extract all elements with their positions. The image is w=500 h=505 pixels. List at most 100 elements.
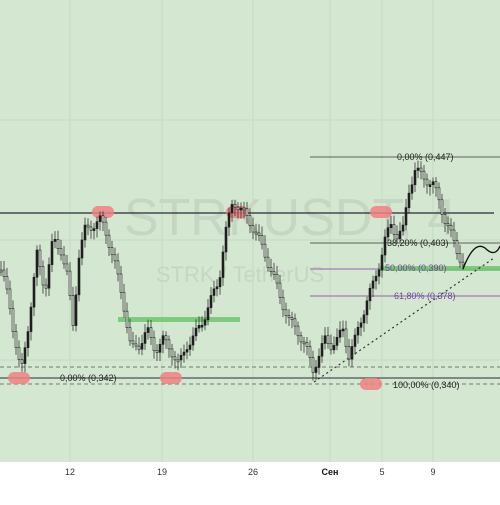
candle-body [278,282,282,298]
candle-body [452,229,456,241]
candle-body [164,335,168,341]
candle-body [398,230,402,240]
candle-body [176,359,180,363]
candle-body [23,347,27,364]
candle-body [203,319,207,326]
candle-body [212,288,216,296]
candle-body [446,223,450,227]
candle-body [305,342,309,347]
candle-body [437,187,441,201]
candle-body [119,273,123,293]
x-axis: 12 19 26 Сен 5 9 [65,467,436,477]
candle-body [2,269,6,277]
candle-body [458,253,462,263]
candle-body [143,332,147,344]
candle-body [134,343,138,347]
candle-body [290,317,294,320]
candle-body [215,286,219,290]
candle-body [302,341,306,345]
candle-body [29,306,33,332]
candle-body [320,343,324,357]
candle-body [182,351,186,356]
x-tick-12: 12 [65,467,75,477]
candle-body [125,310,129,329]
candle-body [440,199,444,215]
candle-body [380,254,384,271]
candle-body [41,266,45,286]
candle-body [293,318,297,327]
candle-body [287,315,291,319]
candle-body [311,357,315,373]
candle-body [401,224,405,232]
candle-body [128,327,132,342]
candle-body [275,274,279,284]
x-tick-19: 19 [157,467,167,477]
candle-body [137,345,141,350]
fib-label-61: 61,80% (0,378) [394,291,456,301]
red-marker-low-2 [160,372,182,384]
candle-body [92,228,96,231]
candle-body [236,206,240,211]
red-marker-low-3 [360,378,382,390]
candle-body [461,261,465,266]
candle-body [230,204,234,214]
candle-body [140,343,144,350]
candle-body [110,247,114,256]
candle-body [239,207,243,211]
candle-body [299,335,303,343]
candle-body [407,192,411,208]
candle-body [350,346,354,360]
watermark-subtitle: STRK / TetherUS [156,262,324,287]
candle-body [47,264,51,289]
candle-body [95,221,99,229]
candle-body [386,227,390,238]
x-tick-26: 26 [248,467,258,477]
x-tick-sep: Сен [322,467,339,477]
candle-body [152,337,156,351]
green-zone-right[interactable] [380,266,500,271]
fib-label-38: 38,20% (0,403) [387,238,449,248]
candle-body [443,214,447,224]
left-fib-label: 0,00% (0,342) [60,373,117,383]
green-zone-left[interactable] [118,317,240,322]
candle-body [356,326,360,336]
candle-body [17,347,21,360]
candle-body [170,348,174,358]
candle-body [194,327,198,337]
x-tick-9: 9 [430,467,435,477]
candle-body [353,334,357,347]
candle-body [329,343,333,351]
candle-body [272,271,276,275]
candle-body [77,257,81,296]
candle-body [419,167,423,172]
red-marker-low-1 [8,372,30,384]
candle-body [242,207,246,211]
candle-body [32,276,36,308]
x-tick-5: 5 [379,467,384,477]
candle-body [251,225,255,233]
candle-body [98,215,102,222]
candle-body [59,248,63,256]
candle-body [50,241,54,265]
time-axis-bar [0,462,500,500]
candle-body [365,300,369,316]
projection-path[interactable] [462,245,500,270]
candle-body [422,170,426,180]
candle-body [20,359,24,364]
candle-body [392,224,396,235]
candle-body [374,275,378,282]
candle-body [434,181,438,189]
fib-label-0: 0,00% (0,447) [397,152,454,162]
candle-body [26,331,30,349]
candle-body [218,277,222,288]
candle-body [209,295,213,309]
candle-body [227,212,231,228]
candle-body [35,249,39,278]
candle-body [173,356,177,361]
candle-body [38,249,42,267]
candle-body [335,337,339,346]
candle-body [122,291,126,312]
trend-line[interactable] [313,257,495,383]
